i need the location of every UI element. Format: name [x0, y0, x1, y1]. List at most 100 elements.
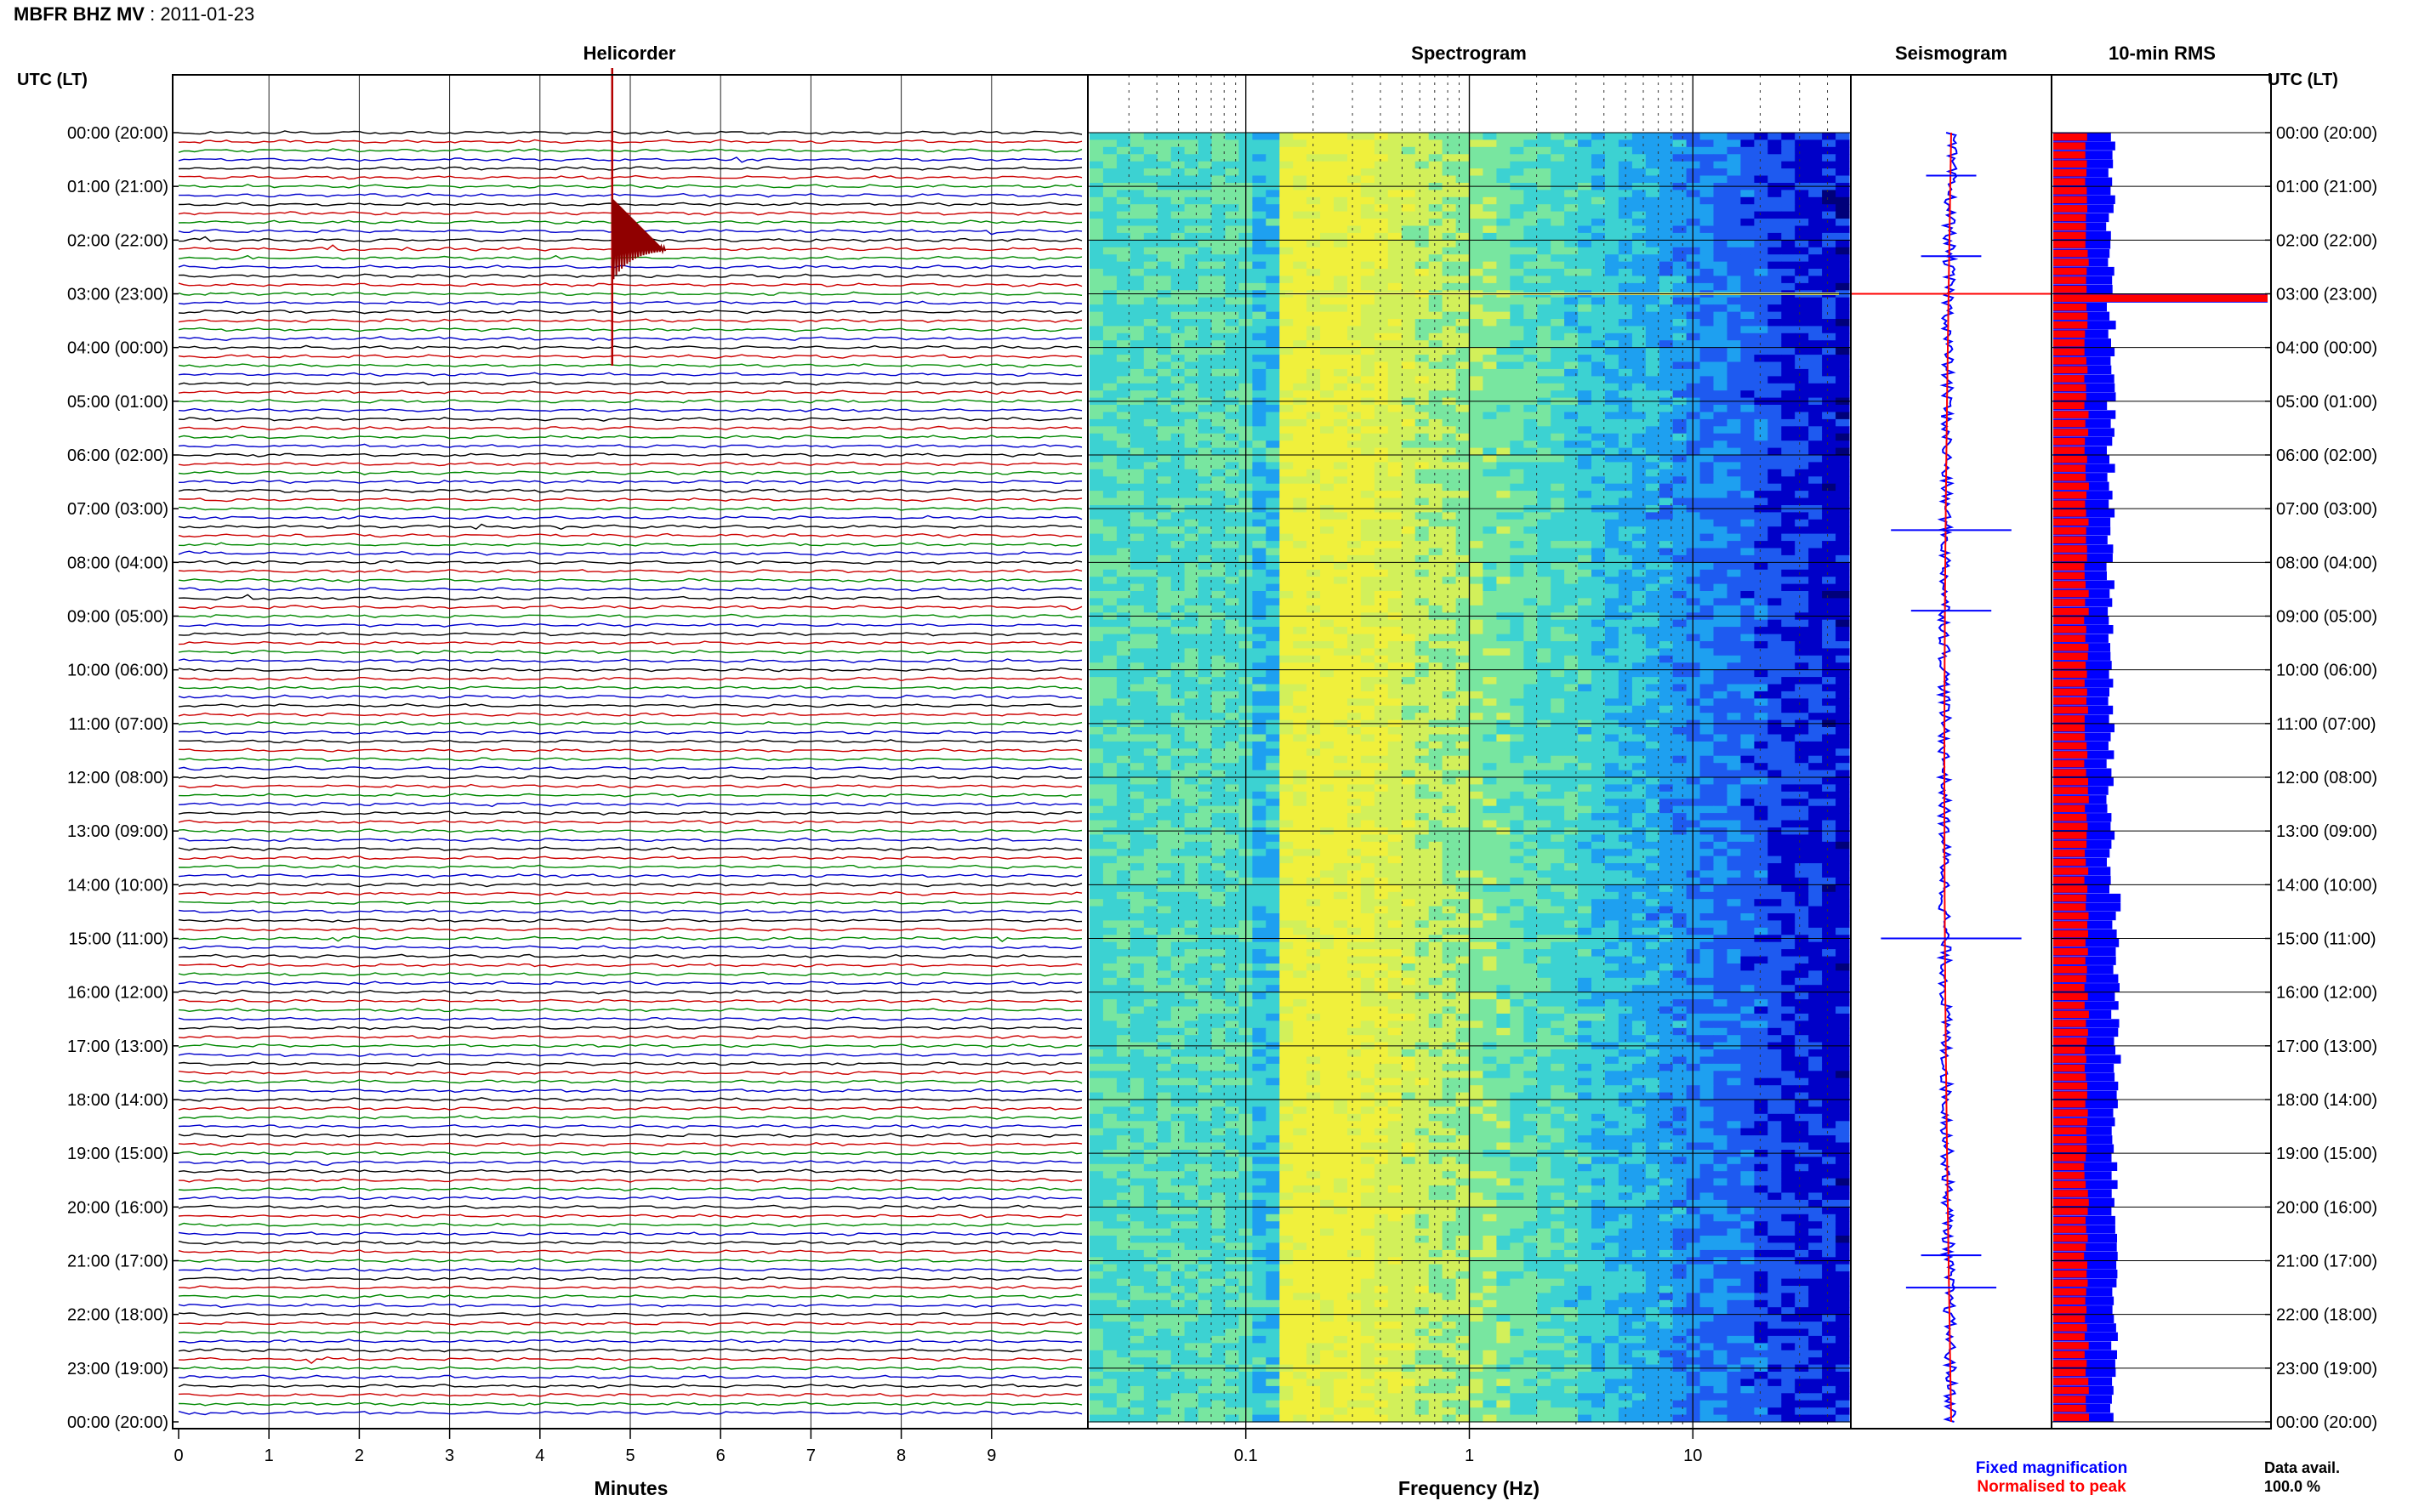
spectrogram-cell — [1102, 684, 1118, 692]
spectrogram-cell — [1483, 691, 1497, 699]
helicorder-trace — [179, 1285, 1083, 1290]
spectrogram-cell — [1374, 282, 1389, 291]
spectrogram-cell — [1130, 240, 1145, 248]
spectrogram-cell — [1401, 319, 1416, 327]
spectrogram-cell — [1414, 548, 1430, 556]
spectrogram-cell — [1414, 390, 1430, 399]
spectrogram-cell — [1170, 368, 1186, 377]
spectrogram-cell — [1551, 577, 1565, 585]
spectrogram-cell — [1428, 333, 1443, 341]
spectrogram-cell — [1523, 677, 1538, 685]
spectrogram-cell — [1279, 519, 1294, 527]
spectrogram-cell — [1143, 211, 1158, 219]
spectrogram-cell — [1320, 684, 1335, 692]
spectrogram-cell — [1090, 441, 1104, 449]
spectrogram-cell — [1266, 577, 1280, 585]
spectrogram-cell — [1387, 684, 1403, 692]
spectrogram-cell — [1767, 677, 1782, 685]
spectrogram-cell — [1279, 139, 1294, 148]
spectrogram-cell — [1659, 605, 1674, 613]
helicorder-trace — [178, 300, 1083, 305]
spectrogram-cell — [1157, 591, 1172, 599]
spectrogram-cell — [1387, 462, 1403, 470]
spectrogram-cell — [1767, 240, 1782, 248]
spectrogram-cell — [1767, 569, 1782, 577]
spectrogram-cell — [1414, 333, 1430, 341]
spectrogram-cell — [1347, 276, 1362, 284]
spectrogram-cell — [1428, 355, 1443, 363]
spectrogram-cell — [1143, 591, 1158, 599]
spectrogram-cell — [1754, 154, 1768, 162]
spectrogram-cell — [1551, 533, 1565, 542]
spectrogram-cell — [1157, 368, 1172, 377]
spectrogram-cell — [1306, 139, 1321, 148]
spectrogram-cell — [1090, 276, 1104, 284]
helicorder-trace — [178, 1159, 1083, 1167]
spectrogram-cell — [1293, 175, 1307, 184]
spectrogram-cell — [1781, 497, 1796, 506]
spectrogram-cell — [1672, 211, 1688, 219]
spectrogram-cell — [1564, 311, 1579, 320]
spectrogram-cell — [1836, 483, 1850, 492]
spectrogram-cell — [1401, 376, 1416, 384]
spectrogram-cell — [1808, 326, 1823, 334]
spectrogram-cell — [1808, 669, 1823, 678]
spectrogram-cell — [1496, 154, 1511, 162]
spectrogram-cell — [1374, 497, 1389, 506]
spectrogram-cell — [1442, 269, 1457, 276]
spectrogram-cell — [1591, 333, 1606, 341]
spectrogram-cell — [1713, 569, 1727, 577]
spectrogram-cell — [1414, 554, 1430, 563]
spectrogram-cell — [1605, 139, 1619, 148]
spectrogram-cell — [1306, 533, 1321, 542]
spectrogram-cell — [1740, 619, 1755, 628]
spectrogram-cell — [1781, 168, 1796, 177]
spectrogram-cell — [1455, 541, 1471, 549]
spectrogram-cell — [1102, 247, 1118, 255]
spectrogram-cell — [1374, 569, 1389, 577]
spectrogram-cell — [1387, 634, 1403, 642]
spectrogram-cell — [1672, 554, 1688, 563]
spectrogram-cell — [1320, 168, 1335, 177]
spectrogram-cell — [1334, 297, 1348, 305]
spectrogram-cell — [1090, 512, 1104, 520]
spectrogram-cell — [1130, 713, 1145, 721]
spectrogram-cell — [1713, 426, 1727, 435]
spectrogram-cell — [1469, 211, 1483, 219]
spectrogram-cell — [1157, 225, 1172, 234]
spectrogram-cell — [1266, 376, 1280, 384]
spectrogram-cell — [1211, 232, 1226, 241]
spectrogram-cell — [1320, 491, 1335, 499]
spectrogram-cell — [1510, 219, 1524, 227]
spectrogram-cell — [1279, 254, 1294, 263]
spectrogram-cell — [1102, 577, 1118, 585]
spectrogram-cell — [1225, 655, 1239, 663]
spectrogram-cell — [1143, 355, 1158, 363]
spectrogram-cell — [1659, 554, 1674, 563]
spectrogram-cell — [1143, 361, 1158, 370]
spectrogram-cell — [1102, 598, 1118, 606]
spectrogram-cell — [1767, 713, 1782, 721]
spectrogram-cell — [1387, 261, 1403, 270]
spectrogram-cell — [1306, 405, 1321, 412]
spectrogram-cell — [1727, 347, 1741, 355]
spectrogram-cell — [1347, 418, 1362, 427]
spectrogram-cell — [1157, 355, 1172, 363]
spectrogram-cell — [1387, 548, 1403, 556]
spectrogram-cell — [1414, 154, 1430, 162]
spectrogram-cell — [1442, 512, 1457, 520]
spectrogram-cell — [1699, 627, 1715, 635]
spectrogram-cell — [1414, 225, 1430, 234]
spectrogram-cell — [1578, 727, 1592, 735]
spectrogram-cell — [1347, 261, 1362, 270]
spectrogram-cell — [1116, 748, 1131, 757]
spectrogram-cell — [1455, 526, 1471, 535]
spectrogram-cell — [1090, 548, 1104, 556]
spectrogram-cell — [1428, 684, 1443, 692]
spectrogram-cell — [1740, 669, 1755, 678]
spectrogram-cell — [1591, 569, 1606, 577]
spectrogram-cell — [1347, 662, 1362, 671]
spectrogram-cell — [1754, 433, 1768, 441]
spectrogram-cell — [1320, 311, 1335, 320]
spectrogram-cell — [1306, 677, 1321, 685]
